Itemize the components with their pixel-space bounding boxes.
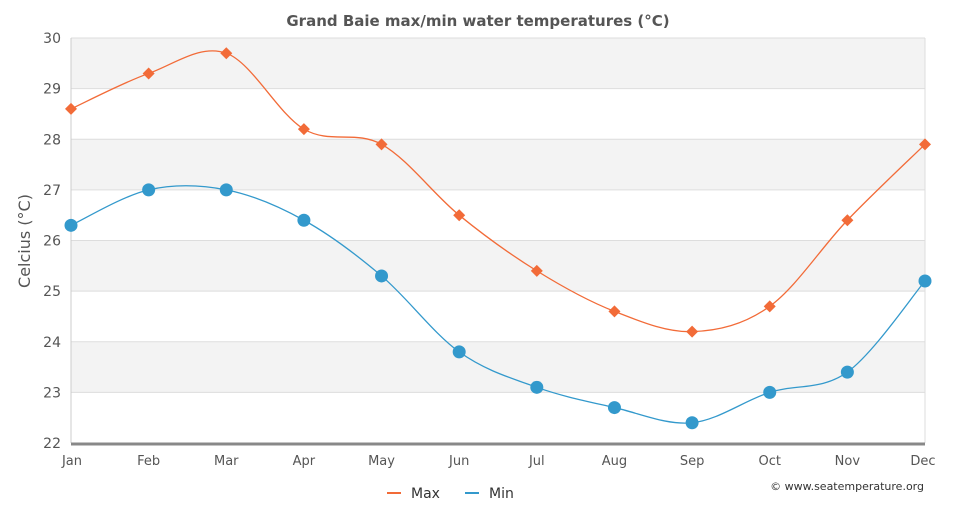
data-point-max[interactable] [375,138,388,151]
plot-band [71,341,925,393]
grid-lines [71,37,926,444]
x-tick-label: Jul [528,454,545,469]
data-point-min[interactable] [607,401,621,415]
x-tick-labels: Jan Feb Mar Apr May Jun Jul Aug Sep Oct Nov Dec [61,454,936,469]
data-point-min[interactable] [219,183,233,197]
data-point-max[interactable] [763,300,776,313]
x-tick-label: Mar [214,454,239,469]
data-point-max[interactable] [919,138,931,151]
y-tick-labels: 22 23 24 25 26 27 28 29 30 [43,31,61,452]
data-point-min[interactable] [685,416,699,430]
plot-bands [71,38,925,393]
x-tick-label: Jan [61,454,82,469]
y-tick-label: 30 [43,31,61,47]
x-tick-label: Feb [137,454,160,469]
x-tick-label: Jun [448,454,469,469]
credit-text: © www.seatemperature.org [770,480,924,493]
plot-band [71,38,925,89]
x-tick-label: Sep [680,454,705,469]
x-tick-label: Dec [910,454,935,469]
chart-title: Grand Baie max/min water temperatures (°… [286,12,669,30]
x-tick-label: Oct [758,454,780,469]
legend: Max Min [387,486,514,502]
x-tick-label: Aug [602,454,627,469]
y-tick-label: 28 [43,132,61,148]
data-point-max[interactable] [530,264,543,277]
data-point-min[interactable] [840,365,854,379]
data-point-min[interactable] [530,380,544,394]
data-point-max[interactable] [65,102,77,115]
data-point-max[interactable] [220,47,233,60]
data-point-max[interactable] [142,67,155,80]
data-point-min[interactable] [142,183,156,197]
data-point-min[interactable] [452,345,466,359]
data-point-min[interactable] [297,213,311,227]
legend-label-min[interactable]: Min [489,486,514,502]
y-tick-label: 23 [43,385,61,401]
y-tick-label: 29 [43,82,61,98]
data-point-min[interactable] [375,269,389,283]
data-point-min[interactable] [918,274,932,288]
data-point-max[interactable] [686,325,699,338]
legend-label-max[interactable]: Max [411,486,440,502]
series-layer [64,47,932,430]
y-tick-label: 27 [43,183,61,199]
y-axis-label: Celcius (°C) [15,194,34,288]
data-point-min[interactable] [64,218,78,232]
plot-band [71,139,925,190]
y-tick-label: 26 [43,234,61,250]
data-point-max[interactable] [297,123,310,136]
x-tick-label: Apr [293,454,316,469]
data-point-max[interactable] [453,209,466,222]
x-tick-label: May [368,454,395,469]
data-point-max[interactable] [841,214,854,227]
y-tick-label: 22 [43,436,61,452]
y-tick-label: 25 [43,284,61,300]
plot-band [71,240,925,292]
data-point-max[interactable] [608,305,621,318]
x-tick-label: Nov [835,454,861,469]
y-tick-label: 24 [43,335,61,351]
data-point-min[interactable] [763,385,777,399]
